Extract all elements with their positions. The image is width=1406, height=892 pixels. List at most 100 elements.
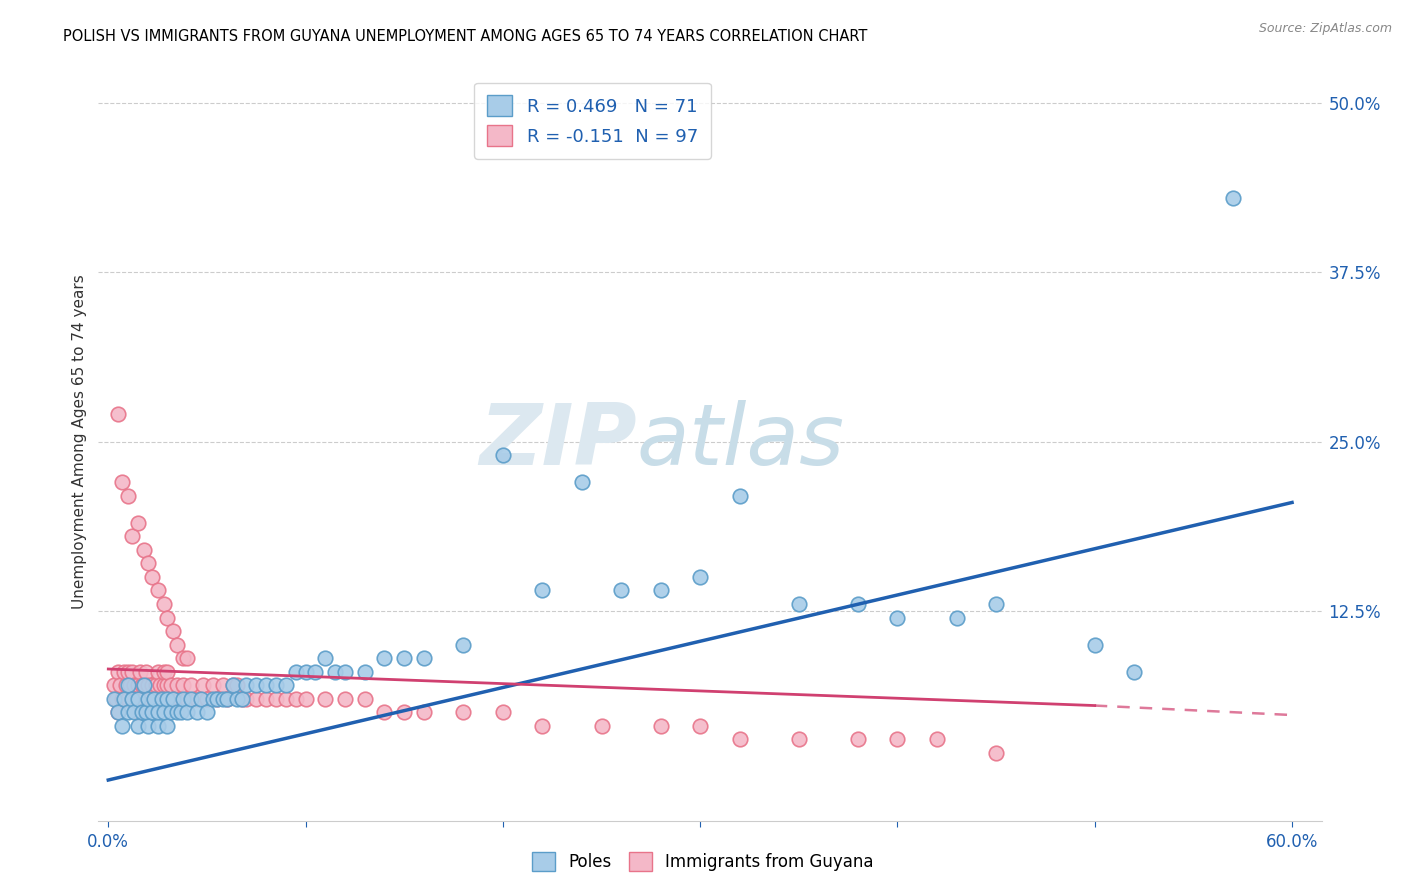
Point [152, 597, 174, 611]
Point [145, 678, 167, 692]
Legend: R = 0.469   N = 71, R = -0.151  N = 97: R = 0.469 N = 71, R = -0.151 N = 97 [474, 83, 710, 159]
Point [142, 691, 165, 706]
Point [146, 665, 169, 679]
Point [131, 706, 153, 720]
Point [314, 691, 336, 706]
Point [121, 691, 143, 706]
Point [107, 665, 129, 679]
Point [156, 665, 179, 679]
Text: ZIP: ZIP [479, 400, 637, 483]
Point [162, 691, 184, 706]
Point [152, 706, 174, 720]
Point [111, 691, 134, 706]
Point [264, 678, 287, 692]
Point [146, 719, 169, 733]
Point [121, 529, 143, 543]
Point [846, 597, 869, 611]
Point [205, 691, 228, 706]
Point [245, 691, 267, 706]
Point [689, 570, 711, 584]
Point [846, 732, 869, 747]
Point [127, 516, 149, 530]
Point [650, 583, 672, 598]
Point [105, 691, 128, 706]
Point [215, 691, 238, 706]
Point [107, 706, 129, 720]
Point [235, 678, 257, 692]
Point [221, 678, 243, 692]
Point [186, 691, 208, 706]
Point [190, 691, 212, 706]
Point [111, 719, 134, 733]
Point [264, 691, 287, 706]
Point [215, 691, 238, 706]
Point [138, 691, 160, 706]
Point [333, 665, 356, 679]
Point [284, 665, 307, 679]
Point [728, 732, 751, 747]
Point [156, 678, 179, 692]
Point [127, 691, 149, 706]
Point [136, 557, 159, 571]
Point [274, 691, 297, 706]
Point [180, 691, 202, 706]
Point [221, 678, 243, 692]
Point [787, 732, 810, 747]
Y-axis label: Unemployment Among Ages 65 to 74 years: Unemployment Among Ages 65 to 74 years [72, 274, 87, 609]
Point [284, 691, 307, 706]
Point [159, 691, 181, 706]
Point [127, 706, 149, 720]
Point [172, 691, 194, 706]
Point [984, 746, 1007, 760]
Point [254, 678, 277, 692]
Point [152, 665, 174, 679]
Point [413, 651, 436, 665]
Point [156, 691, 179, 706]
Point [128, 691, 150, 706]
Point [108, 678, 131, 692]
Point [132, 691, 155, 706]
Point [166, 706, 188, 720]
Point [160, 678, 183, 692]
Point [146, 691, 169, 706]
Point [135, 665, 157, 679]
Point [186, 706, 208, 720]
Point [571, 475, 593, 490]
Point [413, 706, 436, 720]
Point [112, 665, 135, 679]
Point [294, 665, 316, 679]
Point [156, 719, 179, 733]
Point [225, 691, 247, 706]
Point [169, 691, 191, 706]
Point [127, 719, 149, 733]
Point [166, 678, 188, 692]
Point [136, 691, 159, 706]
Point [132, 678, 155, 692]
Text: atlas: atlas [637, 400, 845, 483]
Point [886, 610, 908, 624]
Point [136, 719, 159, 733]
Point [787, 597, 810, 611]
Point [211, 691, 233, 706]
Point [150, 691, 173, 706]
Point [118, 678, 141, 692]
Point [117, 706, 139, 720]
Point [107, 706, 129, 720]
Point [176, 691, 198, 706]
Point [103, 691, 125, 706]
Point [531, 719, 554, 733]
Point [121, 691, 143, 706]
Point [146, 583, 169, 598]
Point [150, 691, 173, 706]
Text: POLISH VS IMMIGRANTS FROM GUYANA UNEMPLOYMENT AMONG AGES 65 TO 74 YEARS CORRELAT: POLISH VS IMMIGRANTS FROM GUYANA UNEMPLO… [63, 29, 868, 44]
Point [121, 665, 143, 679]
Point [117, 678, 139, 692]
Point [211, 678, 233, 692]
Point [274, 678, 297, 692]
Point [353, 691, 375, 706]
Point [531, 583, 554, 598]
Point [112, 691, 135, 706]
Point [231, 691, 253, 706]
Point [728, 489, 751, 503]
Point [131, 678, 153, 692]
